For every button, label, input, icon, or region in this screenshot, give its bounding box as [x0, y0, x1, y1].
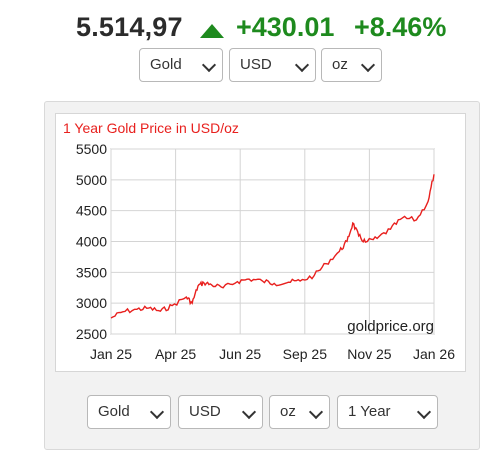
y-tick-label: 5500 — [76, 141, 107, 157]
chevron-down-icon — [416, 404, 432, 420]
top-unit-select[interactable]: oz — [321, 48, 382, 82]
bottom-currency-select-value: USD — [189, 403, 221, 420]
top-currency-select-value: USD — [240, 56, 272, 73]
bottom-currency-select[interactable]: USD — [178, 395, 263, 429]
price-change: +430.01 — [236, 12, 335, 42]
y-tick-label: 3500 — [76, 264, 107, 280]
bottom-period-select[interactable]: 1 Year — [337, 395, 438, 429]
x-tick-label: Jun 25 — [219, 346, 261, 362]
price-ticker: 5.514,97 +430.01 +8.46% — [0, 8, 496, 48]
bottom-period-select-value: 1 Year — [348, 403, 391, 420]
top-metal-select[interactable]: Gold — [139, 48, 223, 82]
y-tick-label: 2500 — [76, 326, 107, 342]
x-tick-label: Apr 25 — [155, 346, 196, 362]
x-tick-label: Jan 26 — [413, 346, 455, 362]
top-unit-select-value: oz — [332, 56, 348, 73]
chevron-down-icon — [241, 404, 257, 420]
price-change-percent: +8.46% — [354, 12, 447, 42]
watermark: goldprice.org — [347, 318, 434, 335]
y-tick-label: 5000 — [76, 172, 107, 188]
top-currency-select[interactable]: USD — [229, 48, 316, 82]
y-tick-label: 4500 — [76, 203, 107, 219]
chart-title: 1 Year Gold Price in USD/oz — [63, 120, 239, 136]
bottom-metal-select[interactable]: Gold — [87, 395, 171, 429]
x-tick-label: Jan 25 — [90, 346, 132, 362]
x-tick-label: Sep 25 — [283, 346, 328, 362]
chevron-down-icon — [149, 404, 165, 420]
current-price: 5.514,97 — [76, 12, 183, 42]
chevron-down-icon — [308, 404, 324, 420]
price-series-line — [110, 174, 435, 319]
chart-container — [55, 113, 466, 372]
bottom-unit-select[interactable]: oz — [269, 395, 330, 429]
y-tick-label: 3000 — [76, 295, 107, 311]
x-tick-label: Nov 25 — [347, 346, 392, 362]
up-arrow-icon — [200, 24, 224, 38]
bottom-unit-select-value: oz — [280, 403, 296, 420]
top-metal-select-value: Gold — [150, 56, 182, 73]
y-tick-label: 4000 — [76, 234, 107, 250]
bottom-metal-select-value: Gold — [98, 403, 130, 420]
